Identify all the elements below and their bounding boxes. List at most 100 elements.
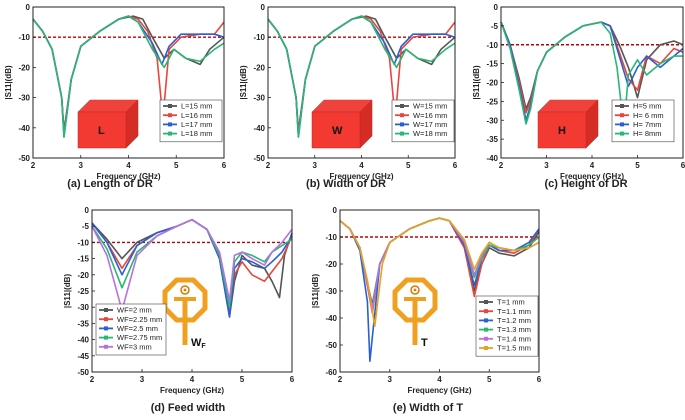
x-tick-label: 6 [681,161,685,170]
series-line-1 [91,218,293,312]
series-line-0 [500,21,684,110]
legend-label: T=1.4 mm [497,334,531,343]
y-tick-label: -10 [18,33,30,42]
y-tick-label: -30 [253,94,265,103]
legend-marker [104,308,108,312]
via-dot [413,288,417,292]
y-tick-label: 0 [26,3,31,12]
legend-label: WF=2 mm [117,306,152,315]
x-axis-label: Frequency (GHz) [407,386,471,395]
inset-label: L [98,125,105,137]
legend-marker [168,104,172,108]
y-tick-label: -30 [325,287,337,296]
x-tick-label: 6 [537,375,542,384]
series-line-3 [267,15,456,138]
chart-caption: (b) Width of DR [306,178,386,190]
y-axis-label: |S11|(dB) [239,65,248,100]
y-tick-label: -30 [18,94,30,103]
x-tick-label: 2 [338,375,343,384]
chart-panel-e: T 2 3 4 5 6 0 -10 -20 -30 -40 -50 -60 Frequency (GHz)… [311,206,542,414]
y-tick-label: -10 [253,33,265,42]
legend-label: WF=2.75 mm [117,333,162,342]
x-tick-label: 5 [487,375,492,384]
dr-box-front [537,111,587,149]
legend-marker [168,113,172,118]
x-axis-label: Frequency (GHz) [329,172,393,181]
legend-marker [168,131,172,136]
y-axis-label: |S11|(dB) [311,274,320,309]
inset-label: T [421,337,428,349]
y-tick-label: -40 [486,154,498,163]
legend-label: H= 6 mm [633,111,664,120]
x-axis-label: Frequency (GHz) [96,172,160,181]
y-tick-label: -50 [18,154,30,163]
chart-panel-a: L 2 3 4 5 6 0 -10 -20 -30 -40 -50 Frequency (GHz) |S1… [4,3,227,190]
via-icon [180,285,190,295]
x-tick-label: 5 [240,375,245,384]
x-tick-label: 2 [266,161,271,170]
y-tick-label: -35 [486,135,498,144]
y-tick-label: -20 [486,79,498,88]
y-tick-label: -30 [486,116,498,125]
y-tick-label: -20 [18,63,30,72]
legend-label: T=1 mm [497,298,525,307]
y-tick-label: -40 [18,124,30,133]
y-tick-label: -15 [77,255,89,264]
legend-label: T=1.2 mm [497,316,531,325]
legend-marker [484,300,488,304]
legend-marker [484,336,488,341]
dr-box-front [311,111,361,149]
via-dot [183,288,187,292]
y-tick-label: -10 [77,238,89,247]
y-tick-label: -10 [486,41,498,50]
feed-line [412,297,418,345]
legend-marker [400,122,404,127]
chart-caption: (d) Feed width [151,402,226,414]
series-line-3 [500,21,683,129]
x-tick-label: 4 [190,375,195,384]
legend-label: T=1.5 mm [497,344,531,353]
inset-label: H [558,125,566,137]
legend-label: WF=2.25 mm [117,315,162,324]
x-tick-label: 2 [31,161,36,170]
legend-marker [104,326,108,331]
x-tick-label: 4 [126,161,131,170]
y-axis-label: |S11|(dB) [4,65,13,100]
y-tick-label: -20 [77,271,89,280]
y-tick-label: -40 [253,124,265,133]
legend-label: W=18 mm [413,129,447,138]
y-axis-label: |S11|(dB) [63,274,72,309]
legend-marker [484,346,488,350]
y-tick-label: -50 [253,154,265,163]
chart-panel-b: W 2 3 4 5 6 0 -10 -20 -30 -40 -50 Frequency (GHz) |S1… [239,3,458,190]
y-tick-label: 0 [85,206,90,215]
y-tick-label: 0 [261,3,266,12]
legend-label: H= 7mm [633,120,662,129]
y-tick-label: -5 [82,222,90,231]
y-tick-label: -20 [253,63,265,72]
legend-label: H= 8mm [633,129,662,138]
y-tick-label: -10 [325,233,337,242]
x-tick-label: 3 [140,375,145,384]
octagon-ring-icon [162,277,208,323]
legend-label: W=15 mm [413,102,447,111]
legend-marker [620,113,624,118]
legend-label: L=16 mm [181,111,212,120]
series-line-4 [91,218,293,312]
y-tick-label: 0 [494,3,499,12]
legend-marker [168,122,172,127]
legend-marker [484,318,488,323]
legend-label: T=1.1 mm [497,307,531,316]
y-tick-label: -35 [77,319,89,328]
legend-label: L=15 mm [181,102,212,111]
legend-label: WF=3 mm [117,342,152,351]
via-icon [410,285,420,295]
y-tick-label: -30 [77,303,89,312]
x-tick-label: 6 [453,161,458,170]
inset-label-main: T [421,337,428,349]
y-tick-label: -45 [77,352,89,361]
legend-marker [104,317,108,322]
x-tick-label: 3 [313,161,318,170]
x-tick-label: 3 [79,161,84,170]
